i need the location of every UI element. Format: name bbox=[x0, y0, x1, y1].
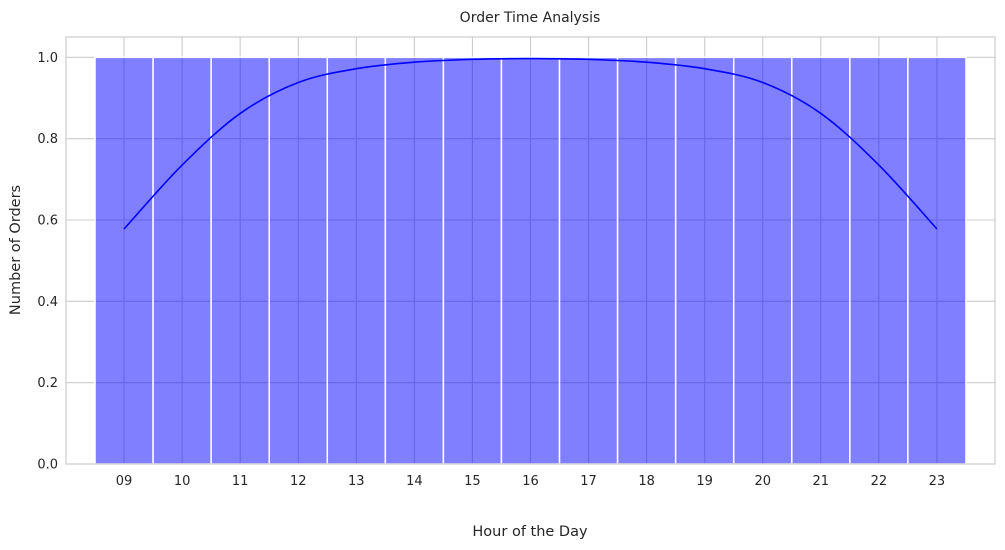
x-tick-label: 17 bbox=[580, 474, 597, 489]
plot-frame bbox=[65, 36, 996, 465]
bar-hour-19 bbox=[674, 56, 735, 465]
bar-hour-17 bbox=[558, 56, 619, 465]
bar-hour-10 bbox=[152, 56, 212, 465]
x-tick-label: 12 bbox=[290, 474, 307, 489]
bar-hour-15 bbox=[442, 56, 503, 465]
bar-hour-09 bbox=[94, 56, 154, 465]
bar-hour-23 bbox=[907, 56, 967, 465]
y-tick-label: 0.4 bbox=[37, 295, 58, 310]
x-tick-label: 21 bbox=[813, 474, 830, 489]
x-tick-label: 18 bbox=[638, 474, 655, 489]
x-tick-label: 19 bbox=[696, 474, 713, 489]
y-axis-title: Number of Orders bbox=[8, 185, 24, 315]
bars bbox=[94, 56, 967, 465]
x-tick-label: 09 bbox=[116, 474, 133, 489]
y-tick-label: 0.0 bbox=[37, 458, 58, 473]
y-tick-label: 0.8 bbox=[37, 132, 58, 147]
x-tick-label: 16 bbox=[522, 474, 539, 489]
bar-hour-21 bbox=[791, 56, 851, 465]
x-tick-label: 14 bbox=[406, 474, 423, 489]
bar-hour-20 bbox=[732, 56, 793, 465]
bar-hour-18 bbox=[616, 56, 677, 465]
chart-title: Order Time Analysis bbox=[460, 10, 601, 26]
bar-hour-22 bbox=[849, 56, 909, 465]
x-tick-labels: 09 10 11 12 13 14 15 16 17 18 19 20 21 22 23 bbox=[116, 474, 945, 489]
bar-hour-11 bbox=[210, 56, 270, 465]
bar-hour-13 bbox=[326, 56, 387, 465]
x-tick-label: 15 bbox=[464, 474, 481, 489]
bar-hour-12 bbox=[268, 56, 329, 465]
y-tick-label: 0.6 bbox=[37, 214, 58, 229]
x-tick-label: 22 bbox=[871, 474, 888, 489]
kde-curve-group bbox=[123, 57, 938, 230]
x-tick-label: 23 bbox=[929, 474, 946, 489]
x-axis-title: Hour of the Day bbox=[472, 524, 588, 540]
y-tick-label: 1.0 bbox=[37, 51, 58, 66]
y-tick-labels: 0.0 0.2 0.4 0.6 0.8 1.0 bbox=[37, 51, 58, 473]
bar-hour-16 bbox=[500, 56, 561, 465]
y-tick-label: 0.2 bbox=[37, 376, 58, 391]
bar-hour-14 bbox=[384, 56, 445, 465]
x-tick-label: 10 bbox=[174, 474, 191, 489]
kde-curve bbox=[123, 57, 938, 230]
x-tick-label: 11 bbox=[232, 474, 249, 489]
x-tick-label: 20 bbox=[754, 474, 771, 489]
x-tick-label: 13 bbox=[348, 474, 365, 489]
